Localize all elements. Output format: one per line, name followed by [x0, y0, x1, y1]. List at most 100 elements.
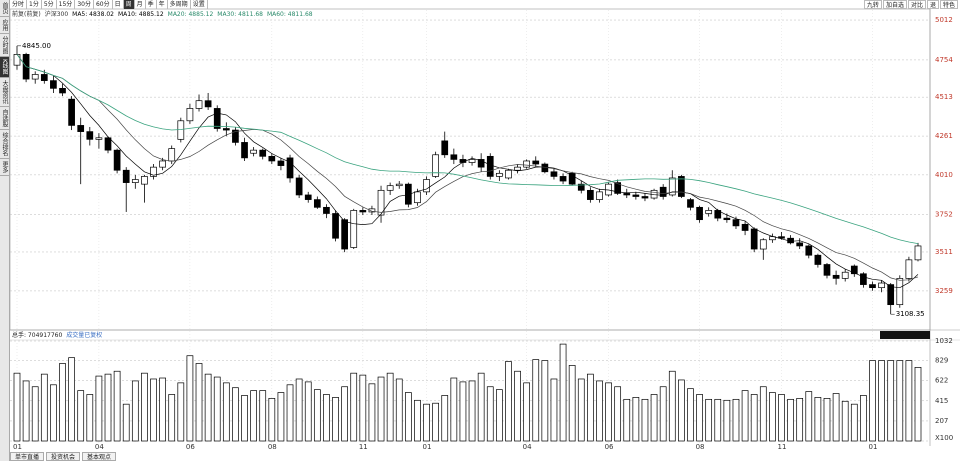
tool-button[interactable]: 对比 — [907, 0, 926, 9]
period-tab[interactable]: 日 — [113, 0, 124, 9]
side-tab[interactable]: 自选股 — [0, 107, 9, 130]
candle-body — [395, 183, 403, 187]
candle-body — [814, 254, 822, 265]
moving-average — [16, 54, 919, 244]
period-tab[interactable]: 30分 — [75, 0, 94, 9]
candle-body — [850, 265, 858, 275]
candle-body — [186, 108, 194, 122]
candle-body — [131, 179, 139, 183]
period-tab[interactable]: 分时 — [10, 0, 28, 9]
tool-button[interactable]: 退 — [926, 0, 939, 9]
period-tab[interactable]: 1分 — [27, 0, 42, 9]
candle-body — [113, 149, 121, 171]
candle-body — [222, 128, 230, 131]
candle-body — [577, 183, 585, 191]
period-tab[interactable]: 设置 — [191, 0, 208, 9]
candle-body — [204, 100, 212, 108]
volume-bar — [823, 398, 831, 442]
side-tab[interactable]: 综合排名 — [0, 130, 9, 159]
candle-body — [368, 208, 376, 213]
candle-body — [914, 245, 922, 261]
candle-body — [432, 154, 439, 177]
volume-bar — [477, 372, 485, 442]
candle-body — [423, 179, 430, 193]
index-name: 沪深300 — [44, 11, 69, 18]
x-tick-label: 01 — [13, 443, 22, 451]
x-tick-label: 04 — [95, 443, 104, 451]
candle-body — [805, 245, 813, 256]
side-tab[interactable]: 更多 — [0, 159, 9, 176]
candle-body — [732, 219, 740, 227]
tool-button[interactable]: 特色 — [939, 0, 958, 9]
y-tick-label: 3259 — [935, 287, 953, 295]
volume-bar — [31, 386, 39, 442]
volume-bar — [878, 360, 885, 442]
side-tab[interactable]: K线图 — [0, 57, 9, 78]
ma-legend: MA30: 4811.68 — [217, 11, 263, 18]
y-tick-label: 4010 — [935, 171, 953, 179]
volume-bar — [304, 381, 312, 442]
bottom-tab[interactable]: 投资机会 — [46, 452, 81, 461]
candle-body — [341, 219, 348, 250]
volume-bar — [832, 393, 840, 442]
candle-body — [286, 157, 294, 179]
bottom-tabs: 单市直播 投资机会 基本观点 — [10, 452, 118, 461]
candle-body — [568, 172, 576, 185]
volume-bar — [414, 399, 421, 442]
x-tick-label: 01 — [423, 443, 432, 451]
volume-bar — [850, 403, 858, 442]
bottom-tab[interactable]: 基本观点 — [82, 452, 117, 461]
candle-body — [268, 155, 276, 162]
candle-body — [532, 160, 540, 165]
volume-bar — [705, 398, 713, 442]
volume-bar — [787, 398, 794, 442]
volume-bar — [532, 359, 540, 442]
volume-bar — [113, 370, 121, 442]
candle-body — [505, 169, 512, 179]
volume-bar — [659, 386, 667, 442]
y-tick-label: 3752 — [935, 211, 953, 219]
candle-body — [232, 129, 239, 143]
period-tab[interactable]: 月 — [135, 0, 146, 9]
tool-button[interactable]: 九转 — [863, 0, 882, 9]
candle-body — [213, 108, 221, 129]
tool-button[interactable]: 加自选 — [882, 0, 907, 9]
bottom-tab[interactable]: 单市直播 — [10, 452, 45, 461]
candle-body — [277, 160, 285, 166]
side-tab[interactable]: 大盘资讯 — [0, 78, 9, 107]
candle-body — [878, 282, 885, 289]
period-tab[interactable]: 多周期 — [168, 0, 191, 9]
volume-bar — [841, 400, 849, 442]
volume-bar — [332, 397, 339, 442]
volume-bar — [714, 398, 722, 442]
period-tab[interactable]: 年 — [157, 0, 168, 9]
volume-bar — [632, 397, 640, 442]
volume-bar — [213, 376, 221, 442]
period-tab[interactable]: 5分 — [42, 0, 57, 9]
volume-bar — [323, 394, 330, 442]
side-tab[interactable]: 分时图 — [0, 34, 9, 57]
period-tab[interactable]: 60分 — [94, 0, 113, 9]
period-tab[interactable]: 15分 — [57, 0, 76, 9]
volume-bar — [95, 375, 103, 442]
volume-note: 成交量已复权 — [66, 332, 103, 339]
period-tab[interactable]: 季 — [146, 0, 157, 9]
candle-body — [350, 210, 358, 248]
volume-bar — [286, 384, 294, 442]
candle-body — [95, 137, 103, 140]
volume-bar — [596, 380, 603, 442]
y-tick-label: 207 — [935, 417, 948, 425]
period-tab[interactable]: 周 — [123, 0, 135, 9]
ma-legend: MA10: 4885.12 — [117, 11, 164, 18]
candle-body — [477, 159, 485, 168]
ma-legend: MA60: 4811.68 — [266, 11, 313, 18]
volume-bar — [641, 398, 649, 442]
volume-bar — [723, 399, 731, 442]
y-tick-label: 5012 — [935, 16, 953, 24]
volume-bar — [896, 360, 904, 442]
side-tab[interactable]: 首页 — [0, 0, 9, 17]
volume-bar — [778, 394, 785, 442]
y-tick-label: 415 — [935, 397, 948, 405]
volume-bar — [386, 372, 394, 442]
side-tab[interactable]: 应用 — [0, 17, 9, 34]
